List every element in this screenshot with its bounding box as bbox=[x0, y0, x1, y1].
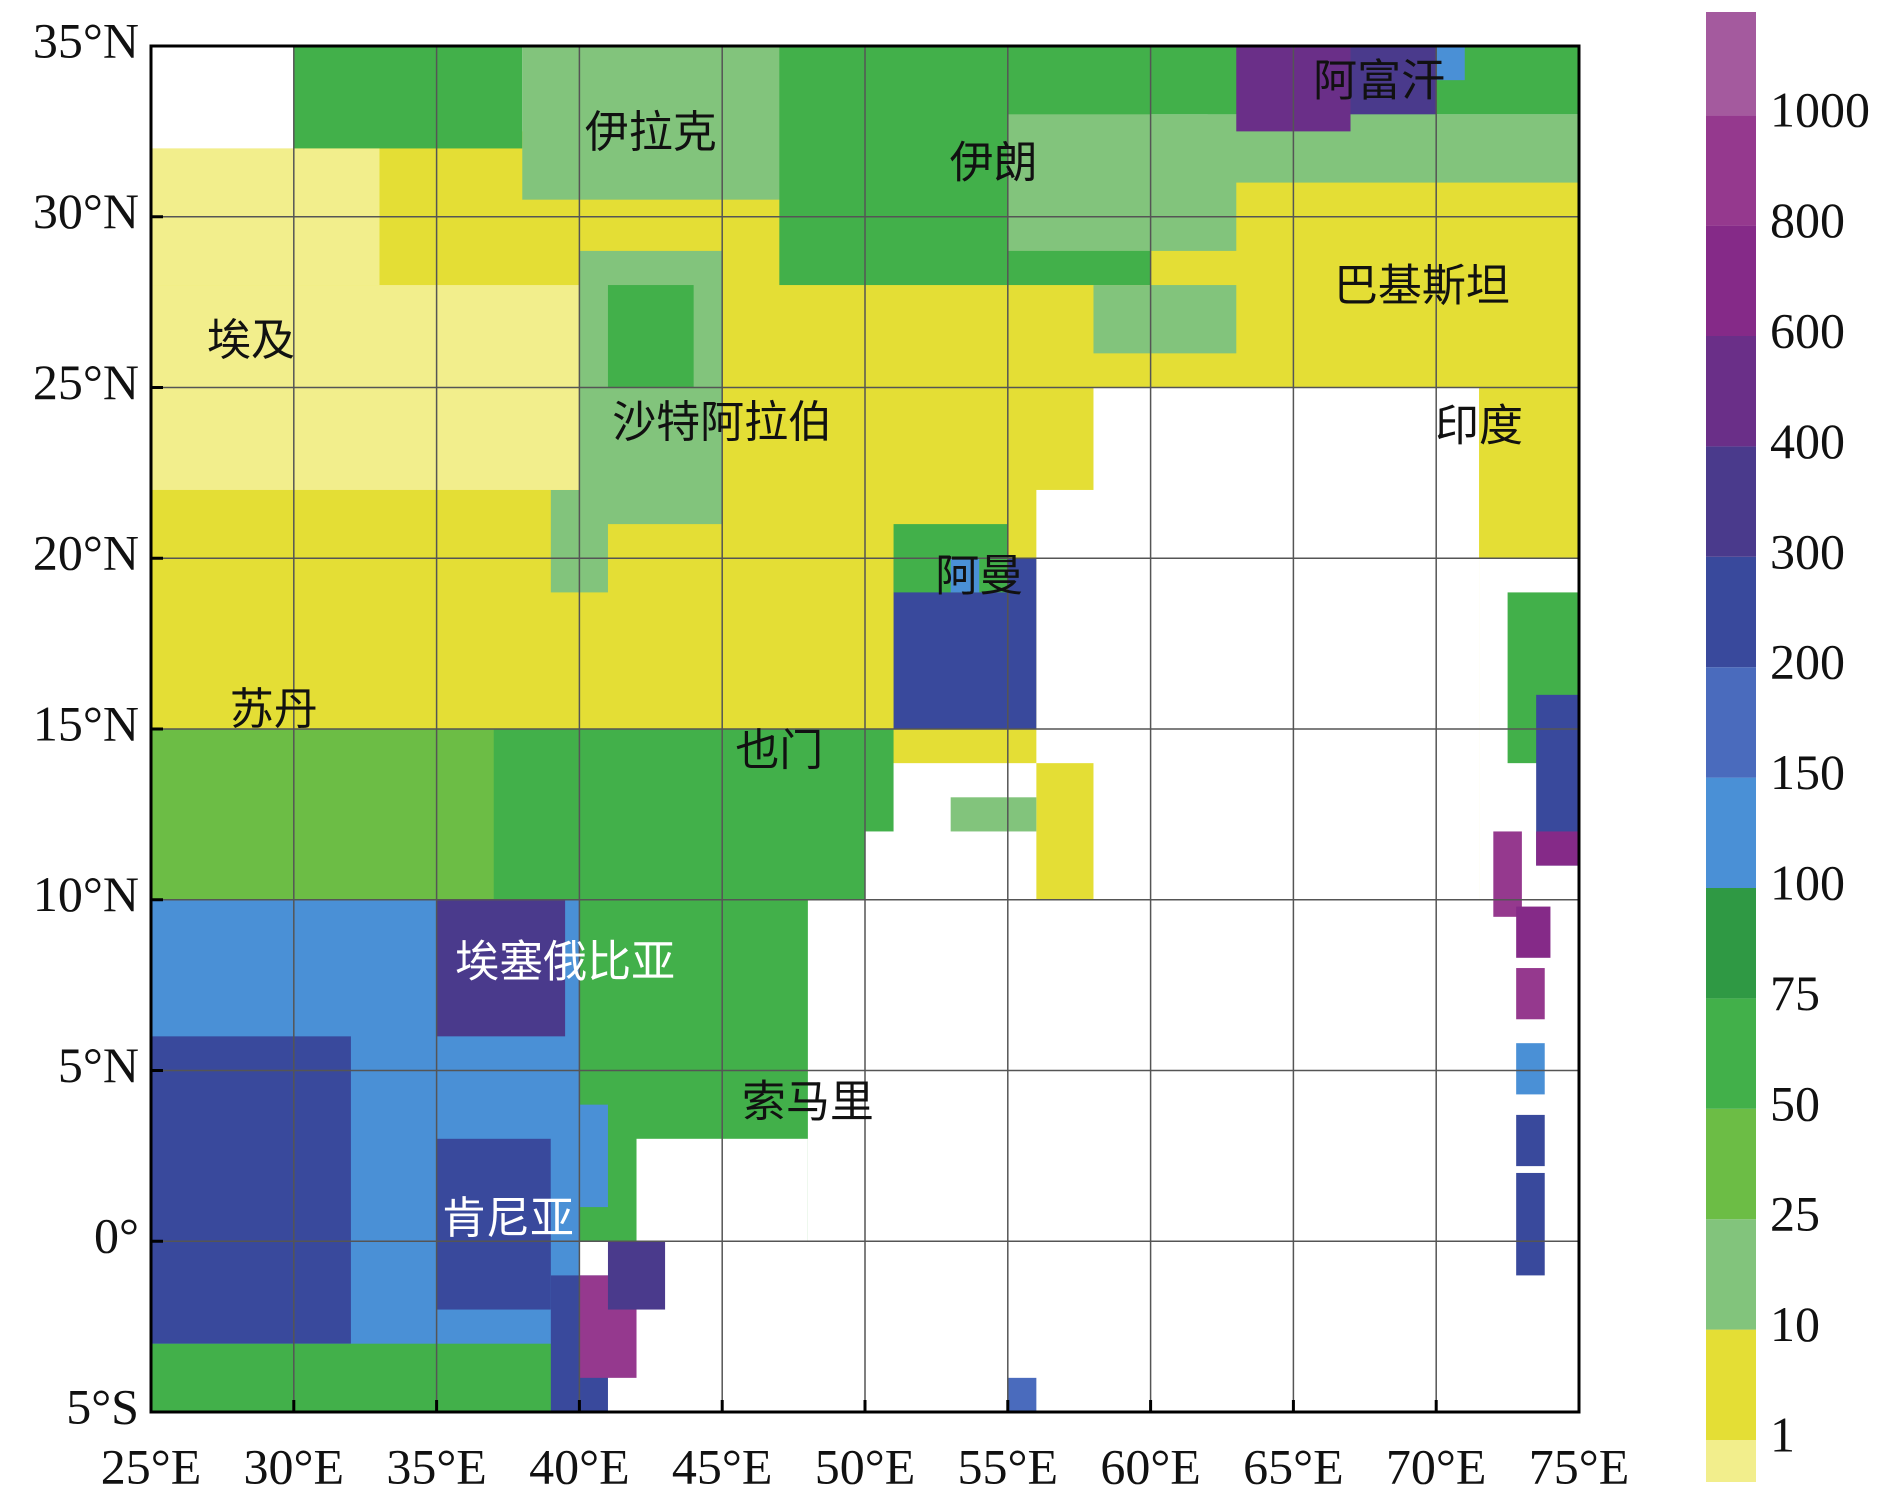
colorbar-band bbox=[1706, 225, 1756, 336]
field-region bbox=[151, 46, 294, 149]
x-tick-label: 30°E bbox=[244, 1438, 345, 1494]
field-region bbox=[607, 285, 694, 388]
y-tick-label: 10°N bbox=[33, 866, 139, 922]
colorbar-label: 150 bbox=[1770, 744, 1845, 800]
x-tick-label: 45°E bbox=[672, 1438, 773, 1494]
field-region bbox=[1007, 114, 1237, 251]
colorbar-label: 25 bbox=[1770, 1186, 1820, 1242]
colorbar-band bbox=[1706, 556, 1756, 668]
field-region bbox=[1093, 285, 1237, 354]
x-tick-label: 25°E bbox=[101, 1438, 202, 1494]
colorbar-band bbox=[1706, 998, 1756, 1109]
country-label: 印度 bbox=[1435, 400, 1523, 451]
colorbar-band bbox=[1706, 336, 1756, 447]
colorbar-band bbox=[1706, 888, 1756, 999]
y-tick-label: 25°N bbox=[33, 354, 139, 410]
field-region bbox=[950, 797, 1037, 832]
y-tick-label: 5°N bbox=[58, 1037, 139, 1093]
country-label: 索马里 bbox=[742, 1077, 874, 1128]
colorbar-label: 10 bbox=[1770, 1296, 1820, 1352]
field-region bbox=[1516, 1114, 1545, 1167]
colorbar-label: 200 bbox=[1770, 634, 1845, 690]
field-region bbox=[1350, 46, 1437, 115]
colorbar-label: 1000 bbox=[1770, 82, 1870, 138]
colorbar-band bbox=[1706, 1440, 1756, 1482]
field-region bbox=[151, 1036, 351, 1344]
field-region bbox=[1093, 387, 1480, 900]
x-tick-label: 60°E bbox=[1100, 1438, 1201, 1494]
x-tick-label: 35°E bbox=[386, 1438, 487, 1494]
field-region bbox=[1007, 1377, 1037, 1412]
y-tick-label: 30°N bbox=[33, 183, 139, 239]
colorbar-label: 800 bbox=[1770, 192, 1845, 248]
field-region bbox=[1436, 46, 1465, 81]
map-overlay: 25°E 30°E 35°E 40°E 45°E 50°E 55°E 60°E 65°E 70°E… bbox=[33, 12, 1629, 1494]
field-region bbox=[1536, 831, 1579, 866]
colorbar-label: 600 bbox=[1770, 302, 1845, 358]
country-label: 沙特阿拉伯 bbox=[612, 397, 832, 448]
field-region bbox=[1516, 968, 1545, 1020]
colorbar-label: 100 bbox=[1770, 854, 1845, 910]
field-region bbox=[607, 1241, 666, 1310]
x-tick-label: 40°E bbox=[529, 1438, 630, 1494]
country-label: 阿富汗 bbox=[1313, 56, 1445, 107]
country-label: 埃塞俄比亚 bbox=[455, 937, 675, 988]
country-label: 苏丹 bbox=[230, 684, 318, 735]
field-region bbox=[1516, 906, 1551, 958]
colorbar-label: 1 bbox=[1770, 1406, 1795, 1462]
field-region bbox=[522, 46, 808, 200]
field-region bbox=[950, 558, 980, 593]
country-label: 阿曼 bbox=[935, 551, 1023, 602]
colorbar-band bbox=[1706, 446, 1756, 557]
colorbar-band bbox=[1706, 12, 1756, 116]
country-label: 伊朗 bbox=[950, 138, 1038, 189]
field-region bbox=[865, 831, 923, 900]
field-region bbox=[151, 1343, 580, 1412]
country-label: 埃及 bbox=[207, 315, 295, 366]
country-label: 巴基斯坦 bbox=[1334, 260, 1510, 311]
y-tick-label: 20°N bbox=[33, 525, 139, 581]
colorbar-band bbox=[1706, 667, 1756, 778]
y-tick-label: 15°N bbox=[33, 695, 139, 751]
y-tick-label: 5°S bbox=[66, 1378, 139, 1434]
colorbar-band bbox=[1706, 115, 1756, 226]
x-tick-label: 55°E bbox=[958, 1438, 1059, 1494]
plot-frame bbox=[149, 44, 1581, 1414]
colorbar-label: 50 bbox=[1770, 1075, 1820, 1131]
colorbar-band bbox=[1706, 1329, 1756, 1440]
y-tick-label: 35°N bbox=[33, 12, 139, 68]
colorbar-label: 300 bbox=[1770, 523, 1845, 579]
x-tick-label: 50°E bbox=[815, 1438, 916, 1494]
y-tick-label: 0° bbox=[94, 1208, 139, 1264]
field-region bbox=[436, 1138, 551, 1310]
field-region bbox=[1036, 489, 1151, 764]
country-label: 伊拉克 bbox=[585, 107, 717, 158]
country-label: 也门 bbox=[735, 725, 823, 776]
field-region bbox=[436, 899, 566, 1037]
field-region bbox=[151, 729, 494, 900]
field-region bbox=[1516, 1043, 1545, 1095]
colorbar-label: 400 bbox=[1770, 413, 1845, 469]
field-region bbox=[1493, 831, 1522, 917]
colorbar-label: 75 bbox=[1770, 965, 1820, 1021]
country-label: 肯尼亚 bbox=[442, 1193, 574, 1244]
field-region bbox=[807, 899, 1579, 1412]
x-tick-label: 70°E bbox=[1386, 1438, 1487, 1494]
colorbar-band bbox=[1706, 1219, 1756, 1330]
x-tick-label: 65°E bbox=[1243, 1438, 1344, 1494]
x-tick-label: 75°E bbox=[1529, 1438, 1630, 1494]
field-region bbox=[293, 46, 523, 149]
colorbar-band bbox=[1706, 777, 1756, 888]
colorbar-band bbox=[1706, 1108, 1756, 1220]
field-region bbox=[1516, 1172, 1545, 1276]
